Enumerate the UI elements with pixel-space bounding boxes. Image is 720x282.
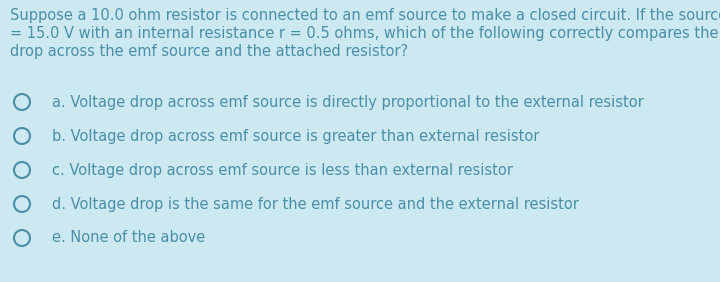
Text: drop across the emf source and the attached resistor?: drop across the emf source and the attac… <box>10 44 408 59</box>
Text: = 15.0 V with an internal resistance r = 0.5 ohms, which of the following correc: = 15.0 V with an internal resistance r =… <box>10 26 720 41</box>
Text: Suppose a 10.0 ohm resistor is connected to an emf source to make a closed circu: Suppose a 10.0 ohm resistor is connected… <box>10 8 720 23</box>
Text: a. Voltage drop across emf source is directly proportional to the external resis: a. Voltage drop across emf source is dir… <box>52 94 644 109</box>
Text: e. None of the above: e. None of the above <box>52 230 205 246</box>
Text: c. Voltage drop across emf source is less than external resistor: c. Voltage drop across emf source is les… <box>52 162 513 177</box>
Text: d. Voltage drop is the same for the emf source and the external resistor: d. Voltage drop is the same for the emf … <box>52 197 579 212</box>
Text: b. Voltage drop across emf source is greater than external resistor: b. Voltage drop across emf source is gre… <box>52 129 539 144</box>
